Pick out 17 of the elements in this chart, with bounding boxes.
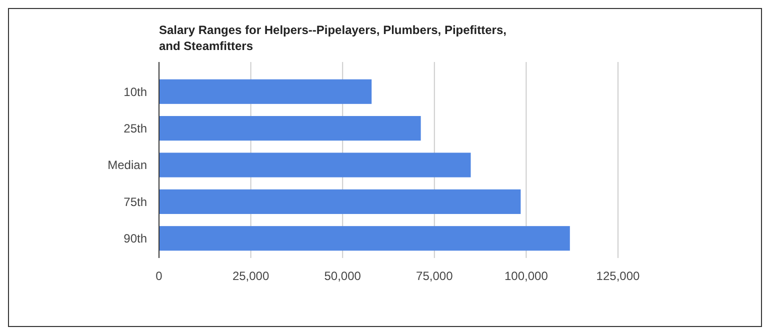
y-tick-label: 90th (124, 232, 147, 246)
x-tick-label: 125,000 (596, 269, 640, 283)
bar (159, 226, 570, 251)
bar (159, 79, 372, 104)
y-tick-label: 75th (124, 194, 147, 209)
x-tick-label: 50,000 (324, 269, 362, 283)
x-tick-label: 25,000 (232, 269, 270, 283)
x-tick-label: 75,000 (416, 269, 454, 283)
y-tick-label: 25th (124, 122, 147, 136)
x-tick-label: 0 (156, 269, 163, 283)
bar (159, 152, 471, 178)
bar (159, 189, 521, 214)
bar (159, 116, 421, 141)
chart-title: Salary Ranges for Helpers--Pipelayers, Plumbers, Pipefitters, and Steamfitters (159, 23, 506, 53)
x-tick-label: 100,000 (504, 269, 548, 283)
y-tick-label: 10th (124, 84, 147, 99)
y-tick-label: Median (108, 158, 147, 172)
